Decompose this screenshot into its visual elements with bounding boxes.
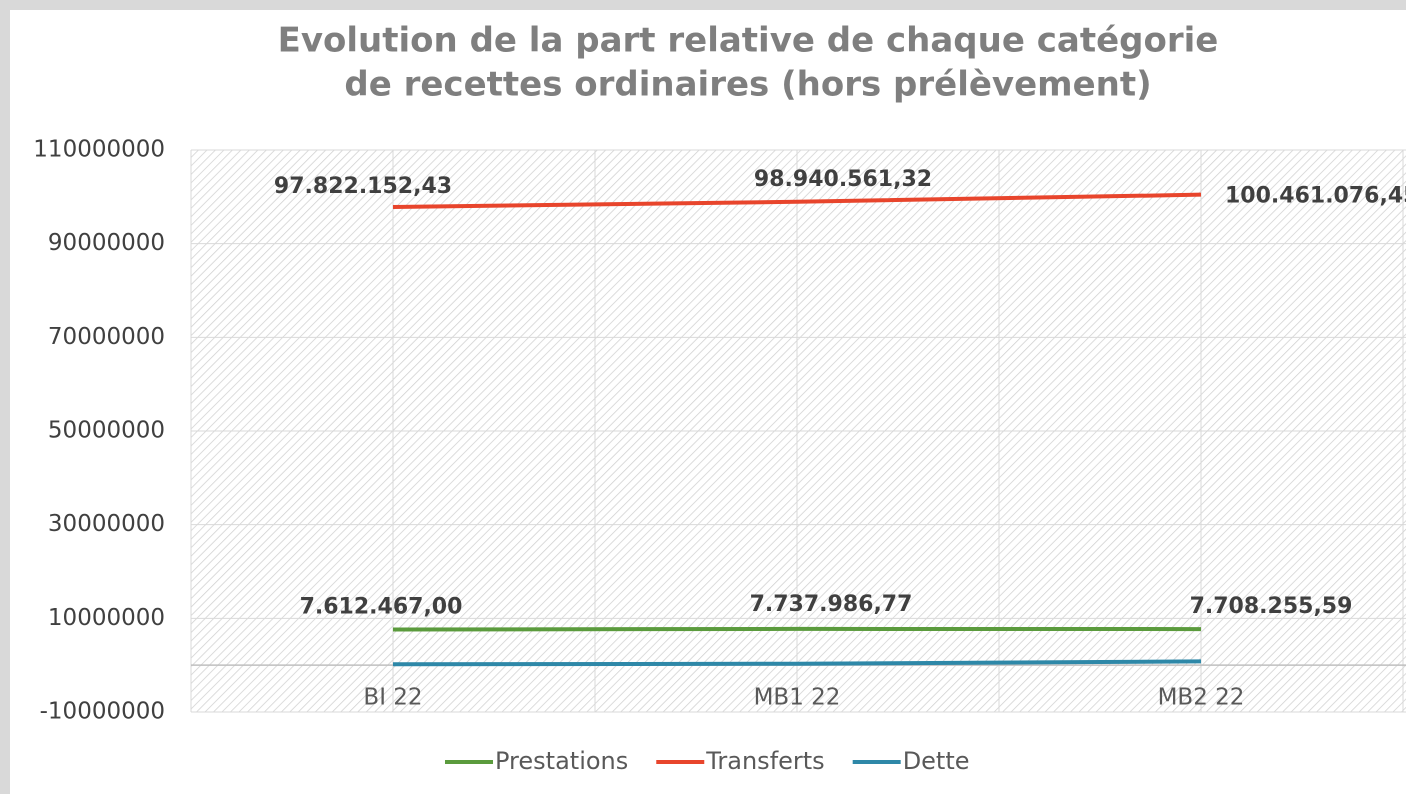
data-label: 97.822.152,43: [274, 174, 452, 199]
x-tick-label: MB1 22: [754, 685, 841, 711]
series-line: [392, 192, 1202, 210]
data-label: 7.708.255,59: [1190, 594, 1353, 619]
y-tick-label: 10000000: [48, 605, 165, 631]
data-label: 7.612.467,00: [300, 595, 463, 620]
data-label: 98.940.561,32: [754, 167, 932, 192]
y-tick-label: 110000000: [33, 137, 165, 163]
x-tick-label: BI 22: [363, 685, 422, 711]
y-tick-label: 50000000: [48, 418, 165, 444]
y-tick-label: 90000000: [48, 230, 165, 256]
data-label: 7.737.986,77: [750, 592, 913, 617]
x-tick-label: MB2 22: [1158, 685, 1245, 711]
legend-label: Prestations: [495, 747, 628, 775]
data-label: 100.461.076,45: [1225, 184, 1406, 209]
y-tick-label: -10000000: [40, 699, 165, 725]
legend-label: Transferts: [705, 747, 824, 775]
y-tick-label: 70000000: [48, 324, 165, 350]
y-tick-label: 30000000: [48, 511, 165, 537]
series-line: [392, 659, 1202, 667]
legend-label: Dette: [903, 747, 970, 775]
series-line: [392, 626, 1202, 632]
chart-title: Evolution de la part relative de chaque …: [278, 21, 1219, 61]
chart-title: de recettes ordinaires (hors prélèvement…: [344, 65, 1151, 105]
